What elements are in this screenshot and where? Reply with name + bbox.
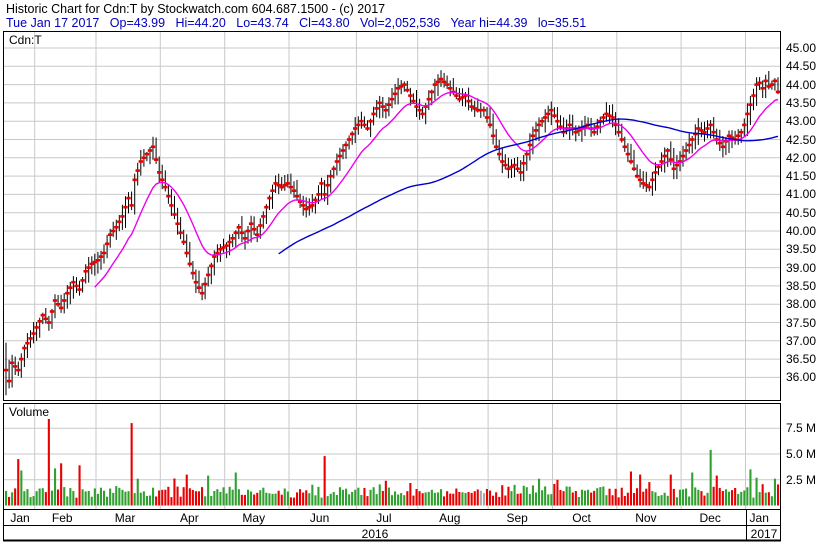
chart-title: Historic Chart for Cdn:T by Stockwatch.c… [6,2,386,16]
symbol-label: Cdn:T [9,33,42,47]
volume-panel-label: Volume [9,405,50,419]
quote-summary-line: Tue Jan 17 2017 Op=43.99 Hi=44.20 Lo=43.… [6,16,587,30]
